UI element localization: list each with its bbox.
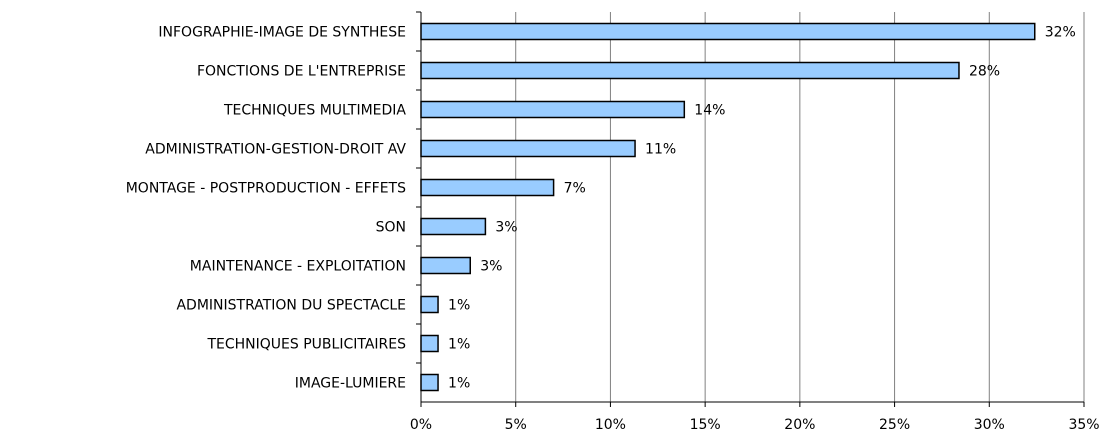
y-tick-label: MAINTENANCE - EXPLOITATION: [190, 259, 406, 275]
bar: [420, 217, 487, 236]
x-tick-label: 15%: [690, 417, 721, 433]
bar: [420, 334, 439, 353]
bar: [420, 139, 636, 158]
x-tick-label: 30%: [974, 417, 1005, 433]
y-tick-label: INFOGRAPHIE-IMAGE DE SYNTHESE: [158, 25, 406, 41]
bar: [420, 373, 439, 392]
value-label: 1%: [448, 376, 470, 392]
y-tick-label: FONCTIONS DE L'ENTREPRISE: [197, 64, 406, 80]
bar: [420, 100, 686, 119]
x-tick-label: 20%: [784, 417, 815, 433]
value-label: 14%: [694, 103, 725, 119]
x-tick-label: 5%: [505, 417, 527, 433]
value-label: 1%: [448, 337, 470, 353]
value-label: 7%: [564, 181, 586, 197]
y-tick-label: ADMINISTRATION-GESTION-DROIT AV: [145, 142, 406, 158]
bar: [420, 22, 1036, 41]
value-label: 3%: [495, 220, 517, 236]
value-label: 1%: [448, 298, 470, 314]
y-tick-label: TECHNIQUES MULTIMEDIA: [223, 103, 406, 119]
value-label: 11%: [645, 142, 676, 158]
x-tick-label: 25%: [879, 417, 910, 433]
x-tick-label: 10%: [595, 417, 626, 433]
y-tick-label: SON: [376, 220, 406, 236]
bar: [420, 178, 555, 197]
value-label: 28%: [969, 64, 1000, 80]
bar: [420, 256, 472, 275]
x-tick-label: 0%: [410, 417, 432, 433]
bar: [420, 295, 439, 314]
y-tick-label: ADMINISTRATION DU SPECTACLE: [176, 298, 406, 314]
x-tick-label: 35%: [1068, 417, 1099, 433]
y-tick-label: MONTAGE - POSTPRODUCTION - EFFETS: [126, 181, 406, 197]
y-tick-label: IMAGE-LUMIERE: [295, 376, 406, 392]
value-label: 3%: [480, 259, 502, 275]
y-tick-label: TECHNIQUES PUBLICITAIRES: [206, 337, 406, 353]
value-label: 32%: [1045, 25, 1076, 41]
bar: [420, 61, 960, 80]
